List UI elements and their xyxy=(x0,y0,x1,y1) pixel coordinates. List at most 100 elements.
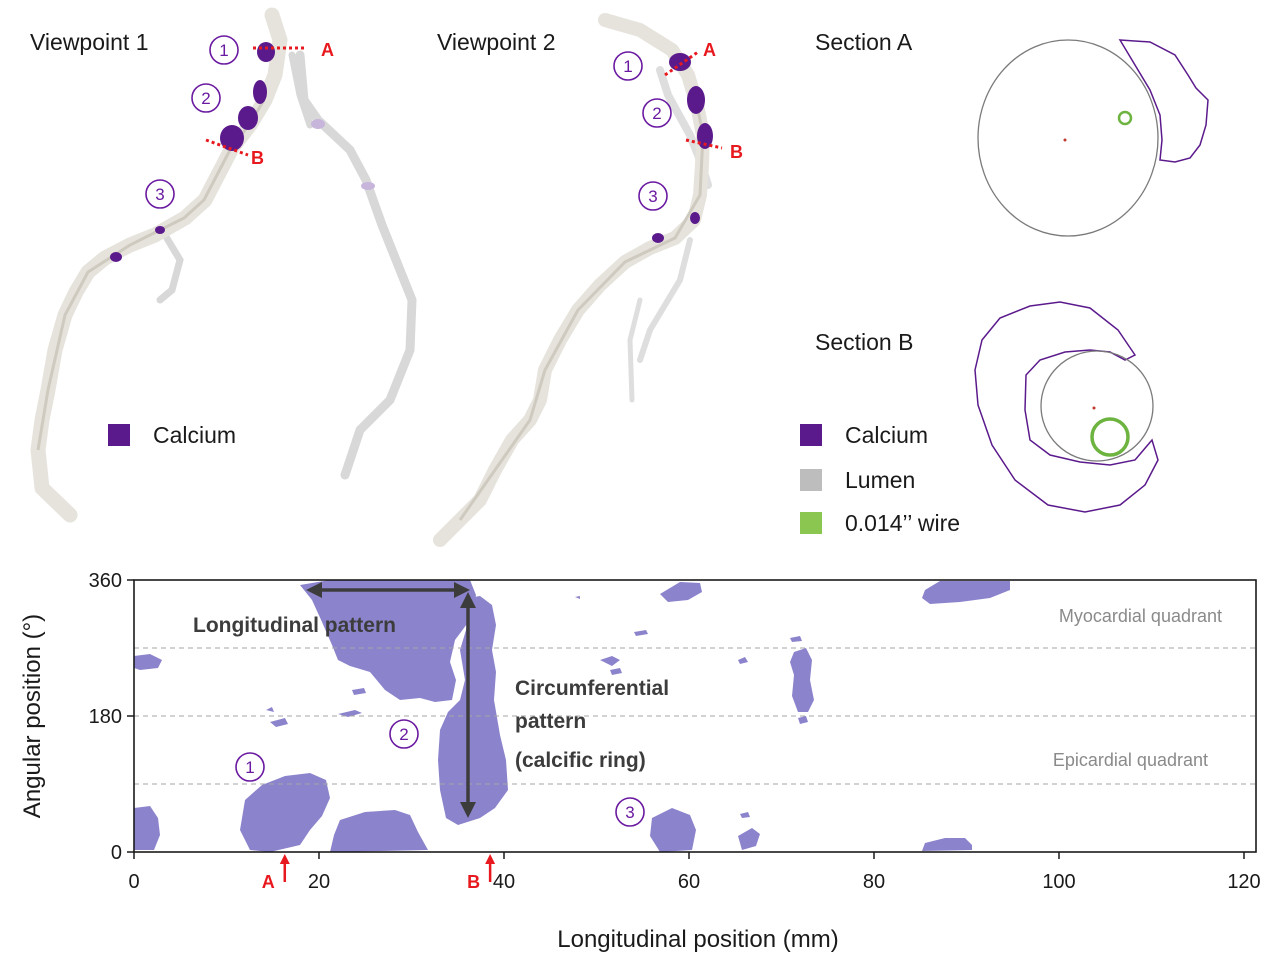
x-tick-label: 80 xyxy=(863,871,885,893)
angular-map-chart: 0 20 40 60 80 100 120 0 180 360 Longitudinal pos… xyxy=(19,570,1261,953)
calcium-region-3 xyxy=(650,808,696,852)
section-b-wire xyxy=(1090,417,1130,457)
section-marker-arrowhead-a xyxy=(279,854,290,864)
svg-text:1: 1 xyxy=(623,57,632,76)
viewpoint2-title: Viewpoint 2 xyxy=(437,29,556,55)
svg-text:2: 2 xyxy=(399,725,408,744)
viewpoint1-legend-swatch xyxy=(108,424,130,446)
calcium-region-small-b xyxy=(266,707,274,712)
y-tick-label: 360 xyxy=(89,570,122,592)
x-tick-label: 120 xyxy=(1227,871,1260,893)
legend-wire-swatch xyxy=(800,512,822,534)
section-a-lumen xyxy=(977,39,1159,237)
x-axis: 0 20 40 60 80 100 120 xyxy=(128,852,1261,893)
calcium-regions xyxy=(134,580,1010,852)
y-tick-label: 0 xyxy=(111,842,122,864)
x-tick-label: 100 xyxy=(1042,871,1075,893)
calcium-region-top-right xyxy=(922,581,1010,604)
viewpoint2-label-a: A xyxy=(703,40,716,60)
section-a-calcium xyxy=(1118,39,1209,163)
y-axis: 0 180 360 xyxy=(89,570,134,864)
viewpoint1-vessel-shade xyxy=(36,99,266,451)
calcium-region-tiny xyxy=(575,596,580,599)
reference-lines xyxy=(134,647,1256,785)
longitudinal-arrow xyxy=(306,582,470,598)
calcium-region-longitudinal xyxy=(300,580,476,702)
x-axis-label: Longitudinal position (mm) xyxy=(557,926,838,953)
viewpoint2-marker-1: 1 xyxy=(613,51,643,81)
viewpoint1-label-b: B xyxy=(251,148,264,168)
viewpoint1-label-a: A xyxy=(321,40,334,60)
circumferential-label-line1: Circumferential xyxy=(515,677,669,700)
viewpoint1-marker-1: 1 xyxy=(209,35,239,65)
legend-lumen-swatch xyxy=(800,469,822,491)
viewpoint1-section-line-b xyxy=(205,138,249,157)
calcium-region-top-mid xyxy=(660,582,702,602)
calcium-region-bottom-right xyxy=(922,838,972,851)
calcium-region-small-c xyxy=(338,710,362,717)
calcium-region-small-f xyxy=(610,668,622,675)
svg-text:3: 3 xyxy=(155,185,164,204)
calcium-region-small-a xyxy=(270,718,288,727)
calcium-region-circumferential xyxy=(438,596,508,825)
calcium-region-small-g xyxy=(634,630,648,636)
calcium-region-small-i xyxy=(738,828,760,850)
viewpoint1-legend-label: Calcium xyxy=(153,422,236,448)
legend-calcium-label: Calcium xyxy=(845,422,928,448)
svg-text:2: 2 xyxy=(201,89,210,108)
legend-calcium-swatch xyxy=(800,424,822,446)
calcium-region-small-k xyxy=(790,636,802,642)
svg-text:3: 3 xyxy=(648,187,657,206)
chart-marker-3: 3 xyxy=(615,797,645,827)
section-marker-arrowhead-b xyxy=(485,854,496,864)
quadrant-label-epicardial: Epicardial quadrant xyxy=(1053,750,1208,770)
legend-wire-label: 0.014’’ wire xyxy=(845,510,960,536)
calcium-region-left-bottom xyxy=(134,806,160,850)
calcium-region-1 xyxy=(240,773,330,852)
x-tick-label: 60 xyxy=(678,871,700,893)
section-legend: Calcium Lumen 0.014’’ wire xyxy=(800,422,960,536)
circumferential-label-line2: pattern xyxy=(515,710,586,733)
section-b-center xyxy=(1092,406,1096,410)
section-a-title: Section A xyxy=(815,29,913,55)
svg-text:3: 3 xyxy=(625,803,634,822)
x-tick-label: 0 xyxy=(128,871,139,893)
viewpoint2-calcium xyxy=(652,53,713,243)
viewpoint1-marker-3: 3 xyxy=(145,179,175,209)
viewpoint1-marker-2: 2 xyxy=(191,83,221,113)
section-b-calcium xyxy=(974,301,1159,513)
viewpoint1-title: Viewpoint 1 xyxy=(30,29,149,55)
svg-text:2: 2 xyxy=(652,104,661,123)
viewpoint2-panel: Viewpoint 2 A B 1 2 3 xyxy=(433,13,743,547)
circumferential-arrow xyxy=(460,592,476,818)
x-tick-label: 40 xyxy=(493,871,515,893)
longitudinal-pattern-label: Longitudinal pattern xyxy=(193,614,396,637)
viewpoint1-panel: Viewpoint 1 A B 1 xyxy=(30,7,417,523)
viewpoint1-faint-calcium xyxy=(311,119,375,190)
x-tick-label: 20 xyxy=(308,871,330,893)
viewpoint2-vessel-shade xyxy=(458,104,705,521)
calcium-region-small-e xyxy=(600,656,620,666)
viewpoint2-section-line-b xyxy=(685,138,723,150)
viewpoint1-calcium xyxy=(110,42,275,262)
section-b-panel: Section B xyxy=(815,301,1159,513)
y-axis-label: Angular position (°) xyxy=(19,614,46,818)
svg-text:1: 1 xyxy=(219,41,228,60)
svg-text:1: 1 xyxy=(245,758,254,777)
section-marker-label-a: A xyxy=(262,872,275,892)
calcium-region-bottom-middle xyxy=(330,810,428,852)
calcium-region-small-j xyxy=(740,812,750,818)
section-a-wire xyxy=(1117,110,1133,126)
viewpoint2-marker-3: 3 xyxy=(638,181,668,211)
chart-marker-2: 2 xyxy=(389,719,419,749)
section-marker-label-b: B xyxy=(467,872,480,892)
section-b-title: Section B xyxy=(815,329,913,355)
calcium-region-small-l xyxy=(798,716,808,724)
section-a-panel: Section A xyxy=(815,29,1209,237)
viewpoint2-label-b: B xyxy=(730,142,743,162)
circumferential-label-line3: (calcific ring) xyxy=(515,749,646,772)
legend-lumen-label: Lumen xyxy=(845,467,915,493)
y-tick-label: 180 xyxy=(89,706,122,728)
